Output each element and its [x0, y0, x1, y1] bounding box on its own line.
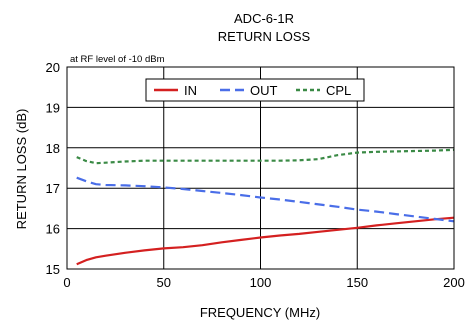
plot-frame — [66, 66, 455, 270]
y-tick-label: 20 — [46, 60, 60, 75]
legend-box — [145, 78, 365, 102]
y-tick-label: 16 — [46, 222, 60, 237]
series-line-in — [76, 216, 455, 266]
y-tick-label: 18 — [46, 141, 60, 156]
legend-label-cpl: CPL — [326, 83, 351, 98]
y-axis-label: RETURN LOSS (dB) — [14, 109, 29, 230]
y-tick-label: 19 — [46, 100, 60, 115]
x-tick-label: 0 — [63, 275, 70, 290]
legend-label-in: IN — [184, 83, 197, 98]
x-tick-label: 100 — [250, 275, 272, 290]
legend-label-out: OUT — [250, 83, 278, 98]
y-tick-label: 15 — [46, 262, 60, 277]
series-line-out — [76, 176, 455, 223]
chart-title: ADC-6-1R — [234, 11, 294, 26]
tick-labels: 0 50 100 150 200 15 16 17 18 19 20 — [46, 60, 465, 290]
series-line-cpl — [76, 148, 455, 165]
x-tick-label: 200 — [443, 275, 465, 290]
x-axis-label: FREQUENCY (MHz) — [200, 305, 320, 320]
x-tick-label: 150 — [346, 275, 368, 290]
x-tick-label: 50 — [157, 275, 171, 290]
legend: IN OUT CPL — [145, 78, 365, 102]
rf-level-annotation: at RF level of -10 dBm — [70, 54, 165, 65]
chart-subtitle: RETURN LOSS — [218, 29, 311, 44]
series-lines — [76, 148, 455, 266]
y-tick-label: 17 — [46, 181, 60, 196]
